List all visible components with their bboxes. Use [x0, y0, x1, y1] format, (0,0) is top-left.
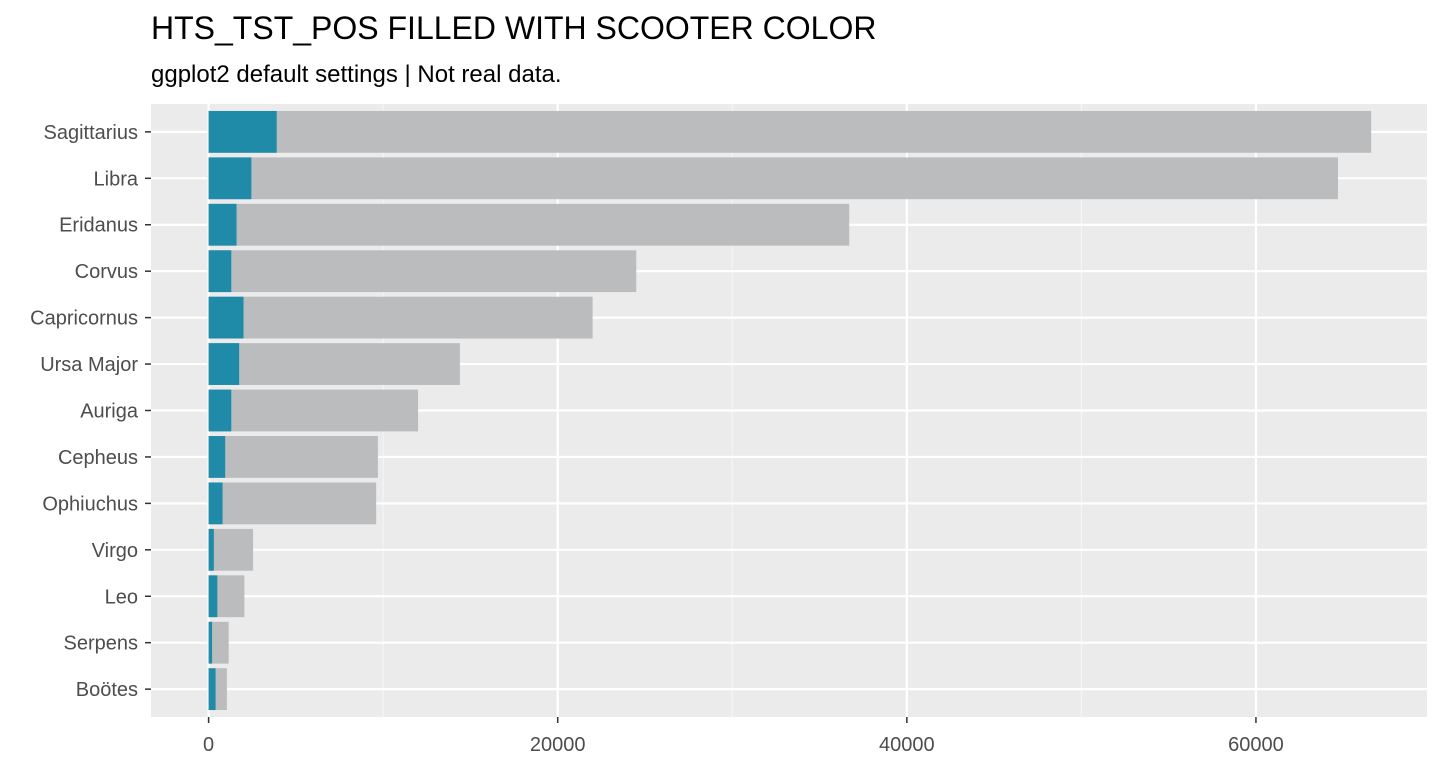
- bar-positive-cepheus: [208, 436, 226, 478]
- y-tick-label: Eridanus: [59, 215, 138, 237]
- bar-positive-leo: [208, 575, 218, 618]
- x-axis: 0 20000 40000 60000: [203, 717, 1284, 756]
- bar-positive-auriga: [208, 389, 232, 432]
- x-tick-label: 0: [203, 734, 214, 756]
- bar-positive-capricornus: [208, 296, 244, 339]
- y-tick-label: Ophiuchus: [42, 493, 138, 515]
- x-tick-label: 60000: [1228, 734, 1284, 756]
- y-tick-label: Serpens: [64, 633, 139, 655]
- bar-total-capricornus: [208, 296, 593, 339]
- y-tick-label: Sagittarius: [44, 122, 139, 144]
- chart-title: HTS_TST_POS FILLED WITH SCOOTER COLOR: [151, 10, 877, 46]
- x-tick-label: 40000: [879, 734, 935, 756]
- y-tick-label: Cepheus: [58, 447, 138, 469]
- bar-positive-bo-tes: [208, 668, 216, 711]
- y-tick-label: Auriga: [80, 401, 139, 423]
- y-tick-label: Ursa Major: [40, 354, 138, 376]
- chart-subtitle: ggplot2 default settings | Not real data…: [151, 61, 562, 88]
- x-tick-label: 20000: [530, 734, 586, 756]
- bar-total-serpens: [208, 621, 229, 664]
- bar-total-auriga: [208, 389, 419, 432]
- bar-total-cepheus: [208, 436, 378, 478]
- y-tick-label: Libra: [94, 168, 139, 190]
- bar-positive-sagittarius: [208, 110, 277, 153]
- y-tick-label: Boötes: [76, 679, 138, 701]
- bar-total-libra: [208, 157, 1338, 200]
- bar-positive-serpens: [208, 621, 213, 664]
- bar-total-eridanus: [208, 203, 850, 246]
- bar-positive-eridanus: [208, 203, 237, 246]
- bar-total-ursa-major: [208, 343, 460, 385]
- bar-total-corvus: [208, 250, 637, 293]
- y-tick-label: Virgo: [92, 540, 138, 562]
- y-tick-label: Capricornus: [30, 308, 138, 330]
- bar-positive-ophiuchus: [208, 482, 223, 525]
- bars-positive: [208, 110, 277, 711]
- bar-positive-libra: [208, 157, 252, 200]
- bar-total-virgo: [208, 528, 254, 571]
- y-tick-label: Corvus: [75, 261, 138, 283]
- bar-positive-virgo: [208, 528, 214, 571]
- bar-positive-corvus: [208, 250, 232, 293]
- y-tick-label: Leo: [105, 586, 138, 608]
- bars-total: [208, 110, 1372, 711]
- bar-total-sagittarius: [208, 110, 1372, 153]
- y-axis: Sagittarius Libra Eridanus Corvus Capricornu…: [30, 122, 151, 701]
- bar-total-ophiuchus: [208, 482, 377, 525]
- bar-positive-ursa-major: [208, 343, 240, 385]
